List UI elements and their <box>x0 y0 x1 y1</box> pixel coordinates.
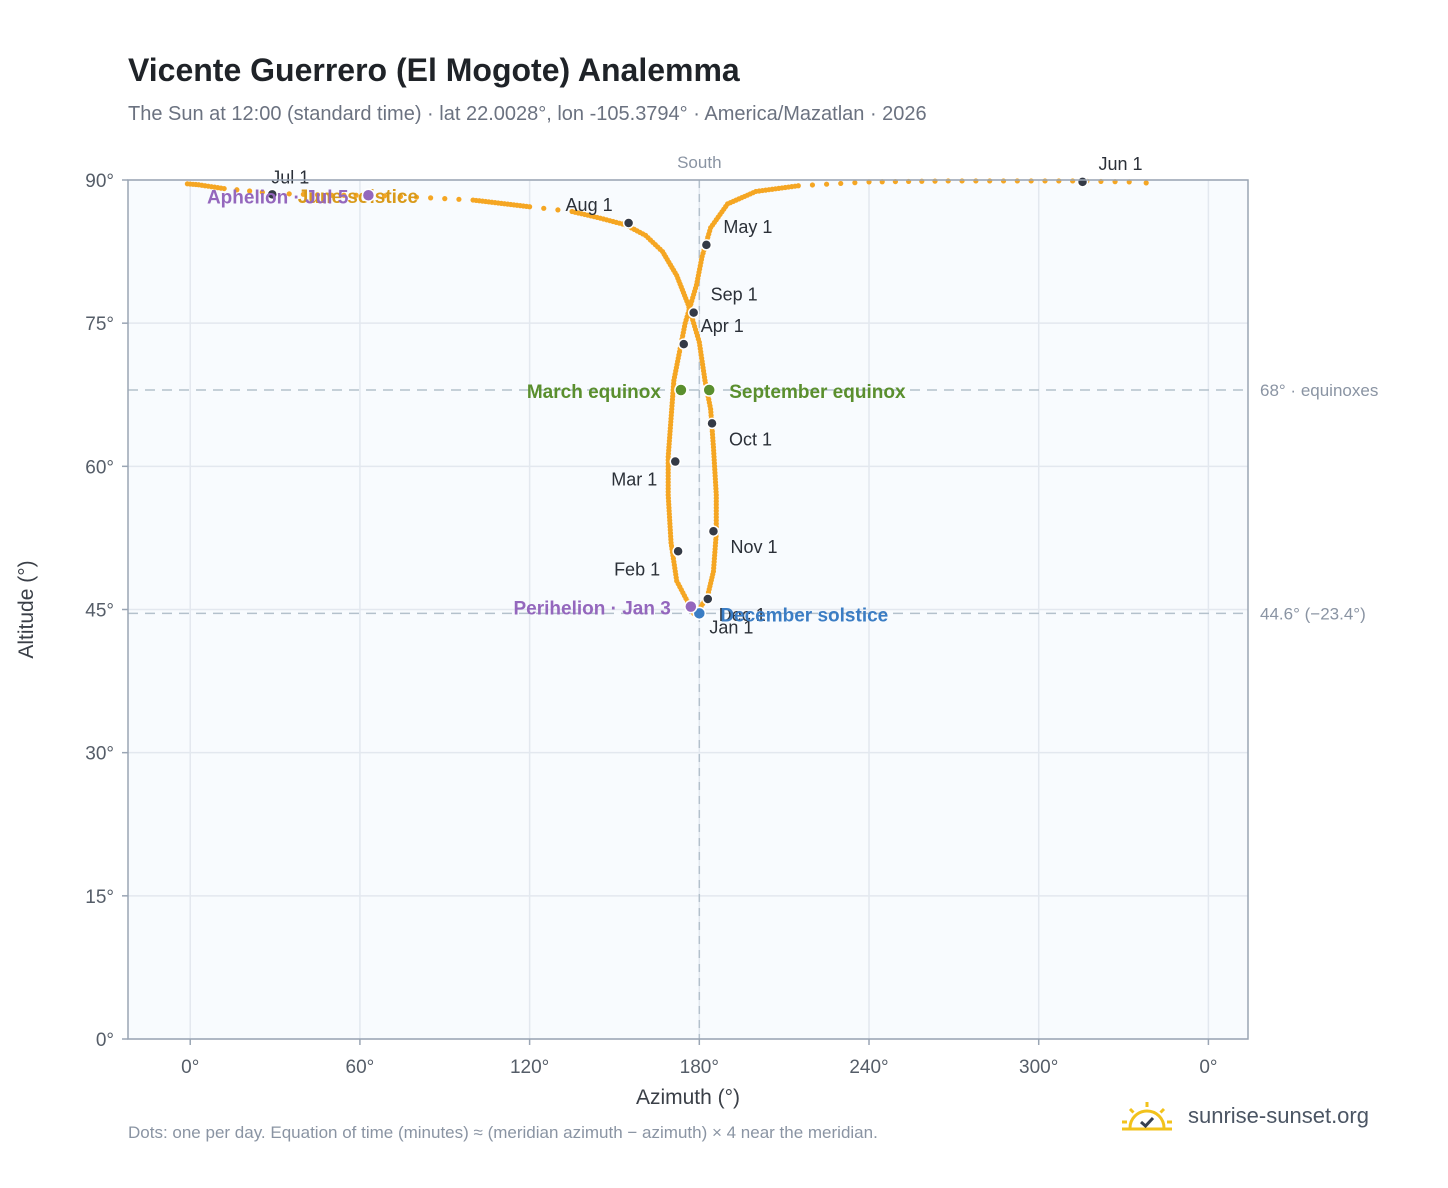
x-tick-label: 120° <box>510 1057 549 1078</box>
month-marker-dot <box>700 239 713 251</box>
chart-subtitle: The Sun at 12:00 (standard time) · lat 2… <box>128 103 927 125</box>
analemma-day-dot <box>527 204 533 210</box>
analemma-dots <box>184 178 1149 616</box>
y-tick-label: 15° <box>85 887 114 908</box>
analemma-day-dot <box>838 180 844 187</box>
analemma-day-dot <box>555 207 561 213</box>
analemma-day-dot <box>428 195 434 201</box>
analemma-day-dot <box>541 205 547 211</box>
analemma-day-dot <box>1070 178 1076 184</box>
event-marker-dot <box>361 188 376 203</box>
analemma-day-dot <box>300 191 306 197</box>
analemma-day-dot <box>286 191 292 197</box>
x-tick-label: 0° <box>1199 1057 1217 1078</box>
month-marker-label: Jan 1 <box>709 617 753 637</box>
analemma-day-dot <box>381 193 388 199</box>
x-tick-label: 60° <box>346 1057 375 1078</box>
y-tick-label: 90° <box>85 171 114 192</box>
event-marker-label: December solstice <box>720 605 888 626</box>
month-marker-dot <box>1076 176 1089 188</box>
analemma-day-dot <box>1056 178 1062 184</box>
analemma-day-dot <box>442 196 448 202</box>
analemma-day-dot <box>1143 180 1149 186</box>
analemma-day-dot <box>809 182 816 188</box>
month-marker-dot <box>707 525 720 537</box>
analemma-day-dot <box>341 192 347 198</box>
reference-lines: 68° · equinoxes 44.6° (−23.4°) <box>128 180 1378 1039</box>
analemma-day-dot <box>397 193 404 200</box>
event-marker-dot <box>702 383 716 397</box>
y-tick-label: 0° <box>96 1030 114 1051</box>
reference-line-label: 44.6° (−23.4°) <box>1260 604 1366 623</box>
analemma-day-dot <box>1028 178 1034 184</box>
month-markers: Jan 1 Feb 1 Mar 1 Apr 1 May 1 Jun 1 Jul 1 Aug 1… <box>266 154 1143 637</box>
month-marker-label: Jun 1 <box>1099 154 1143 174</box>
analemma-day-dot <box>987 178 993 184</box>
event-marker-label: September equinox <box>729 382 906 403</box>
month-marker-dot <box>706 417 718 430</box>
analemma-day-dot <box>221 185 227 192</box>
y-tick-label: 45° <box>85 601 114 622</box>
event-marker-label: June solstice <box>298 187 418 208</box>
chart-title: Vicente Guerrero (El Mogote) Analemma <box>128 52 740 88</box>
analemma-day-dot <box>852 180 858 186</box>
footnote: Dots: one per day. Equation of time (min… <box>128 1123 878 1142</box>
analemma-day-dot <box>234 187 240 193</box>
analemma-day-dot <box>247 188 253 194</box>
analemma-day-dot <box>329 192 335 198</box>
analemma-day-dot <box>945 178 951 184</box>
x-tick-label: 180° <box>680 1057 719 1078</box>
brand-name: sunrise-sunset.org <box>1188 1103 1369 1128</box>
sun-logo-icon <box>1122 1102 1172 1131</box>
x-tick-label: 0° <box>181 1057 199 1078</box>
analemma-day-dot <box>959 178 965 184</box>
analemma-day-dot <box>314 192 321 198</box>
y-tick-label: 75° <box>85 314 114 335</box>
brand-logo[interactable]: sunrise-sunset.org <box>1120 1100 1369 1132</box>
y-axis-label: Altitude (°) <box>15 560 38 658</box>
analemma-day-dot <box>456 196 462 202</box>
event-marker-dot <box>674 383 688 397</box>
south-label: South <box>677 153 721 172</box>
month-marker-label: Aug 1 <box>566 195 613 215</box>
month-marker-dot <box>672 545 684 558</box>
analemma-day-dot <box>1000 178 1007 184</box>
month-marker-label: Dec 1 <box>719 605 766 625</box>
month-marker-dot <box>669 455 682 468</box>
month-marker-label: Apr 1 <box>701 316 744 336</box>
event-marker-label: March equinox <box>527 382 662 403</box>
reference-line-label: 68° · equinoxes <box>1260 381 1378 400</box>
month-marker-label: Nov 1 <box>730 537 777 557</box>
month-marker-label: May 1 <box>723 217 772 237</box>
month-marker-dot <box>678 338 690 350</box>
event-marker-label: Perihelion · Jan 3 <box>514 599 671 620</box>
month-marker-dot <box>702 593 714 605</box>
analemma-day-dot <box>413 194 420 200</box>
analemma-day-dot <box>259 189 265 195</box>
axis-ticks: 0° 60° 120° 180° 240° 300° 0° 0° 15° 30° 45° 60° 75°… <box>85 171 1217 1078</box>
analemma-day-dot <box>795 183 801 189</box>
month-marker-dot <box>687 306 700 319</box>
analemma-day-dot <box>823 181 830 187</box>
analemma-day-dot <box>353 192 359 198</box>
month-marker-label: Oct 1 <box>729 429 772 449</box>
y-tick-label: 30° <box>85 744 114 765</box>
event-marker-label: Aphelion · Jul 5 <box>207 187 349 208</box>
month-marker-label: Feb 1 <box>614 559 660 579</box>
event-marker-dot <box>684 599 698 614</box>
x-tick-label: 300° <box>1019 1057 1058 1078</box>
event-markers: March equinox September equinox December s… <box>207 187 906 626</box>
month-marker-label: Jul 1 <box>271 167 309 187</box>
analemma-day-dot <box>1042 178 1048 184</box>
y-tick-label: 60° <box>85 457 114 478</box>
month-marker-label: Sep 1 <box>711 285 758 305</box>
month-marker-dot <box>622 217 635 229</box>
month-marker-label: Mar 1 <box>611 470 657 490</box>
x-tick-label: 240° <box>849 1057 888 1078</box>
analemma-day-dot <box>973 178 979 184</box>
month-marker-dot <box>266 188 278 201</box>
analemma-day-dot <box>1014 178 1020 184</box>
x-axis-label: Azimuth (°) <box>636 1086 740 1109</box>
